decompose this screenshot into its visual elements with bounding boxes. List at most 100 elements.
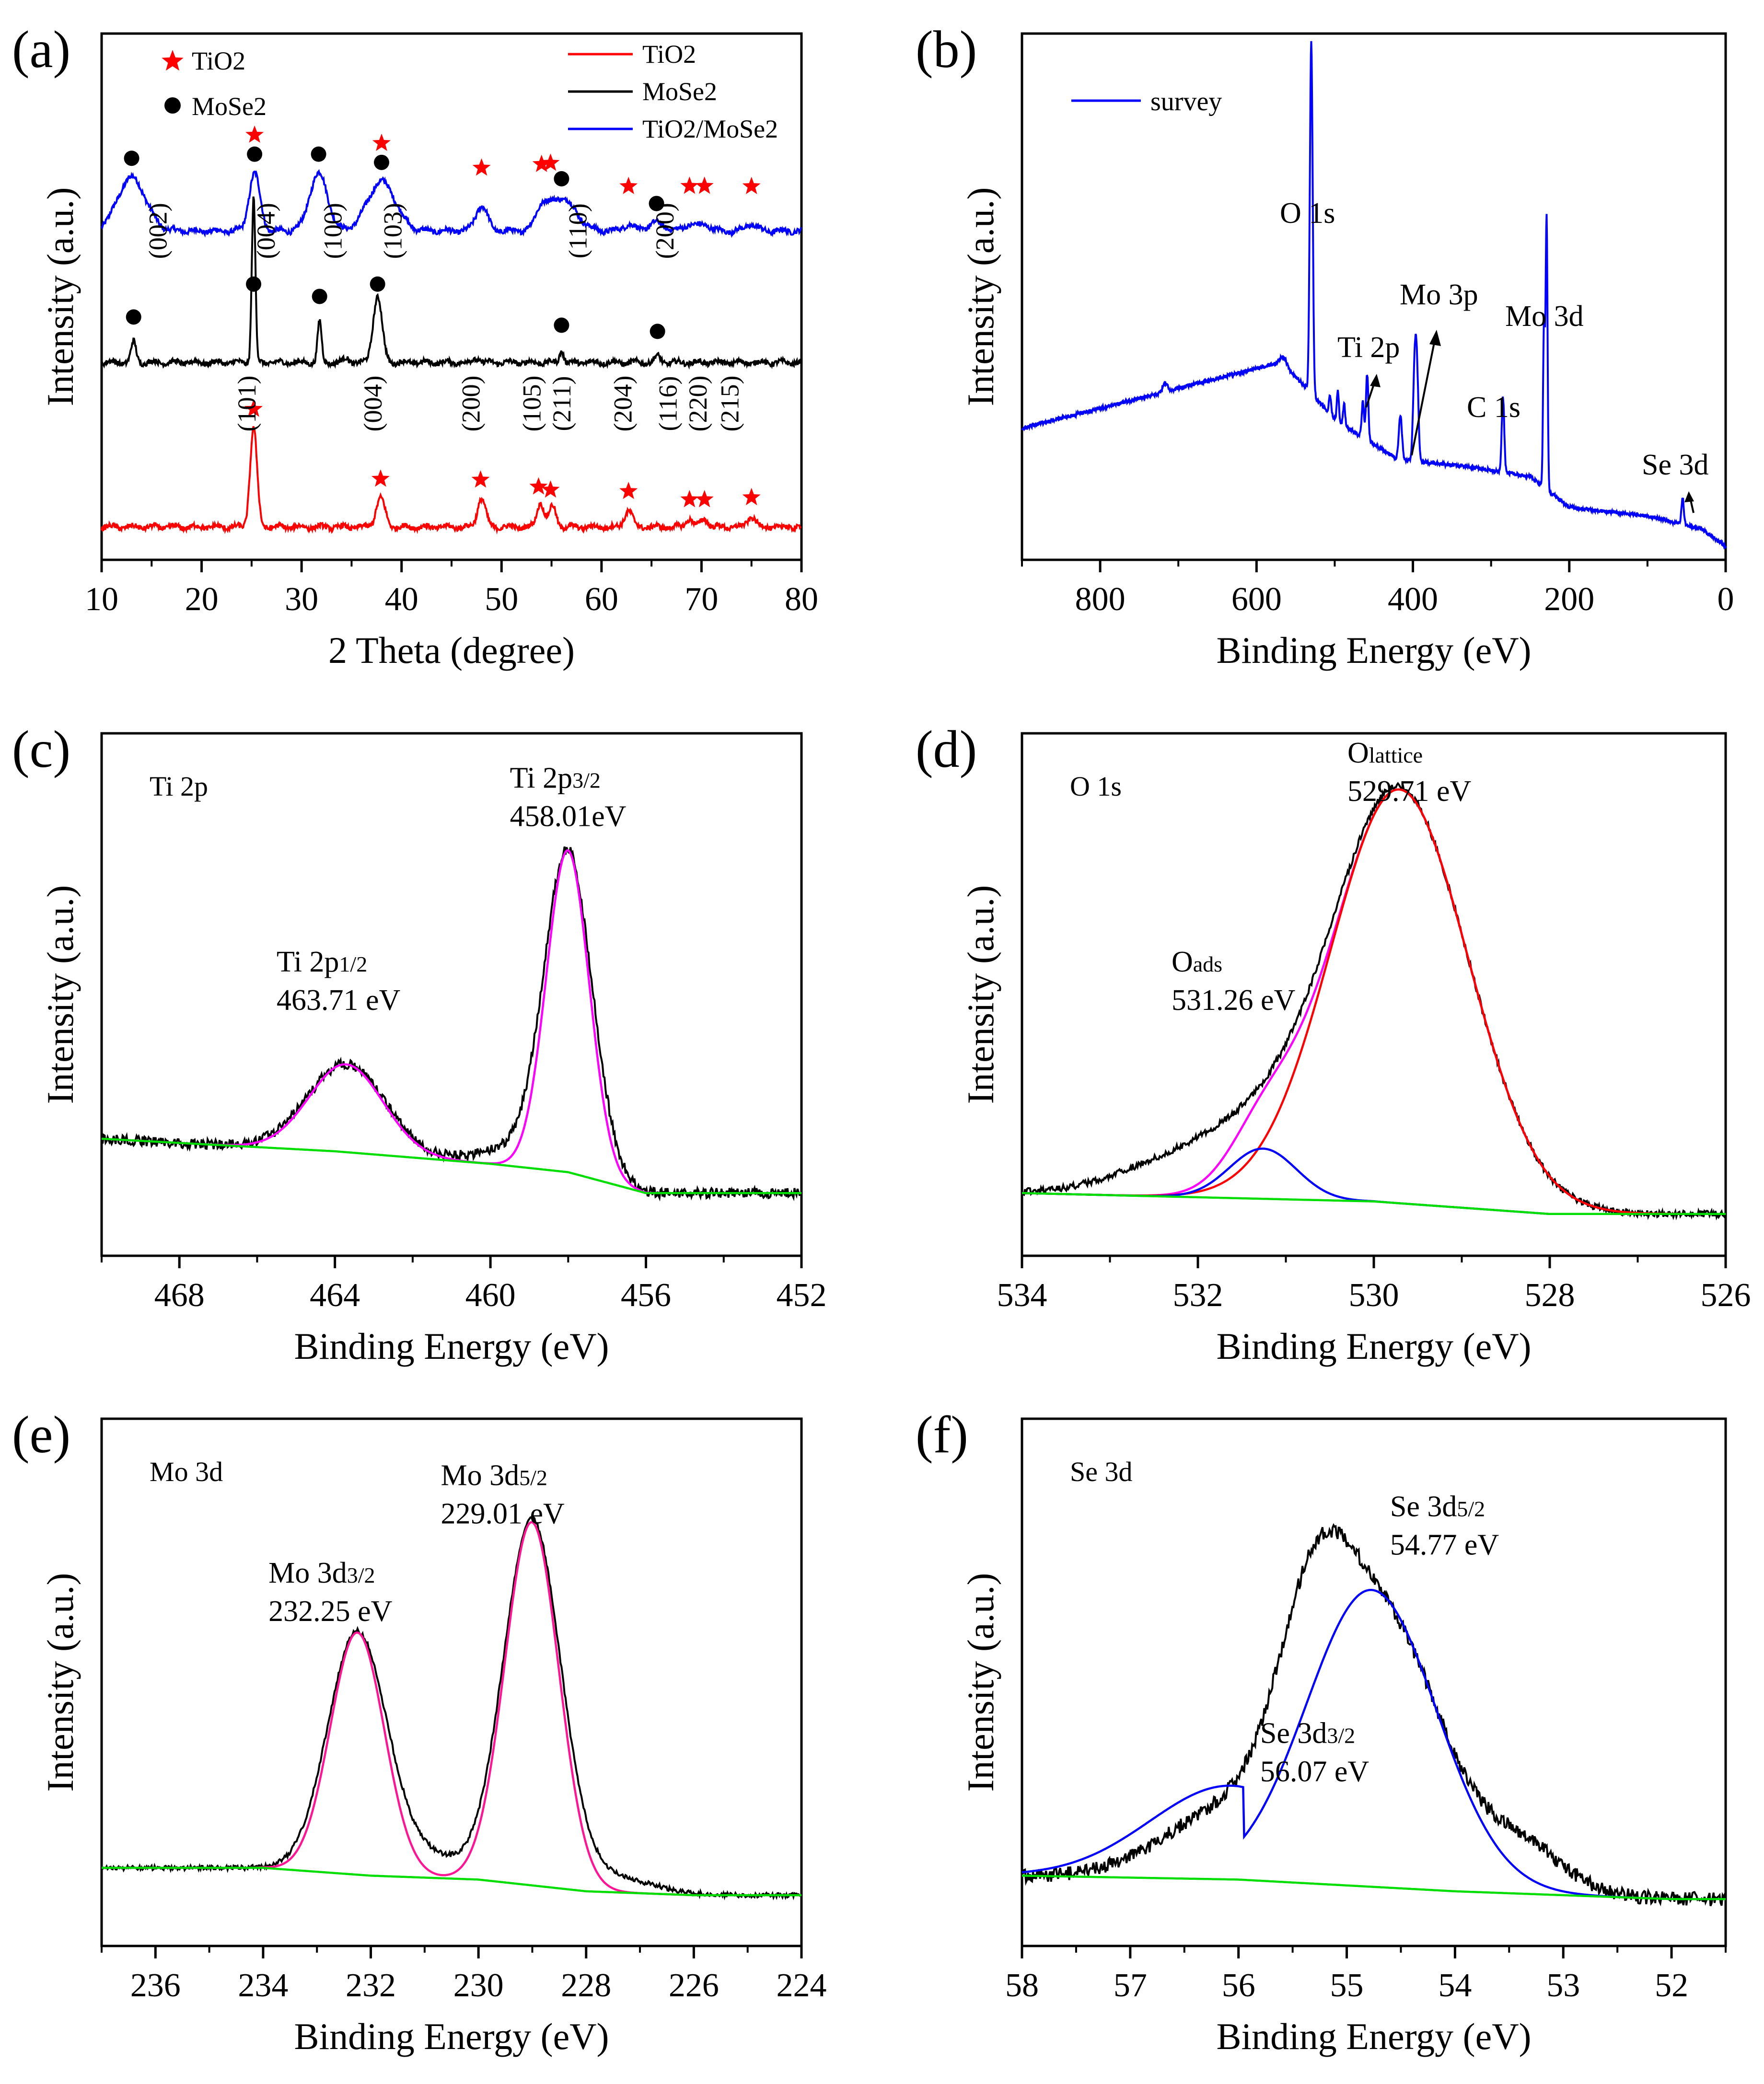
peak-label: O 1s [1280, 197, 1335, 230]
series-line-background [1022, 1192, 1726, 1216]
x-tick-label: 20 [185, 581, 219, 618]
x-tick-label: 70 [685, 581, 718, 618]
panel-label: (f) [916, 1405, 968, 1464]
x-tick-label: 460 [465, 1277, 516, 1314]
x-tick-label: 534 [997, 1277, 1047, 1314]
x-axis-label: Binding Energy (eV) [294, 1325, 609, 1367]
peak-label: Ti 2p [1337, 331, 1400, 364]
peak-label-value: 54.77 eV [1390, 1529, 1499, 1562]
series-line [101, 169, 802, 238]
circle-marker [126, 309, 141, 325]
panel-label: (d) [916, 720, 977, 778]
star-marker [619, 176, 638, 194]
panel-label: (e) [12, 1405, 70, 1464]
peak-label: Mo 3d5/2 [441, 1459, 547, 1492]
x-axis-label: 2 Theta (degree) [328, 629, 575, 671]
x-tick-label: 40 [385, 581, 418, 618]
panel-c-xps: 468 464 460 456 452 Binding Energy (eV) Intens… [12, 720, 827, 1367]
panel-b-survey: 800 600 400 200 0 Binding Energy (eV) Intensit… [916, 20, 1734, 671]
hkl-label: (101) [232, 376, 261, 432]
series-line-fit-envelope [1022, 788, 1726, 1216]
legend-label: TiO2 [192, 46, 245, 75]
x-tick-label: 50 [485, 581, 518, 618]
peak-label: Oads [1172, 946, 1222, 978]
plot-frame [100, 732, 803, 1257]
star-marker [532, 154, 551, 172]
legend-label: TiO2 [642, 40, 696, 69]
peak-label: Se 3d3/2 [1260, 1717, 1355, 1749]
spectrum-title: Mo 3d [150, 1456, 223, 1487]
panel-f-xps: 58 57 56 55 54 53 52 Binding Energy (eV) Intensi… [916, 1405, 1727, 2057]
star-marker [695, 490, 714, 508]
hkl-label: (100) [319, 203, 348, 259]
series-line-raw [101, 1515, 802, 1901]
x-tick-label: 464 [310, 1277, 360, 1314]
x-tick-label: 526 [1701, 1277, 1751, 1314]
series-line-fit [102, 1521, 801, 1897]
hkl-label: (110) [564, 203, 592, 258]
x-tick-label: 800 [1075, 581, 1126, 618]
peak-label: Mo 3d3/2 [268, 1557, 375, 1589]
circle-marker [554, 171, 569, 186]
peak-label-value: 458.01eV [510, 800, 627, 833]
arrow-head [1684, 491, 1694, 502]
hkl-label: (220) [684, 376, 712, 432]
series-line-fit-ads [1022, 1147, 1726, 1216]
y-axis-label: Intensity (a.u.) [960, 187, 1001, 406]
star-marker [162, 50, 184, 71]
peak-label: Olattice [1347, 737, 1423, 769]
star-marker [372, 133, 391, 151]
x-tick-label: 226 [669, 1967, 719, 2004]
circle-marker [370, 276, 385, 292]
series-line-raw [1021, 1523, 1727, 1907]
x-tick-label: 468 [154, 1277, 205, 1314]
x-tick-label: 234 [238, 1967, 288, 2004]
circle-marker [124, 151, 139, 166]
x-tick-label: 10 [85, 581, 118, 618]
star-marker [245, 125, 264, 143]
x-tick-label: 532 [1173, 1277, 1223, 1314]
panel-a-xrd: 10 20 30 40 50 60 70 80 2 Theta (degree) Intensit… [12, 20, 818, 671]
x-tick-label: 452 [777, 1277, 827, 1314]
star-marker [680, 176, 699, 194]
x-tick-label: 0 [1718, 581, 1734, 618]
x-tick-label: 54 [1438, 1967, 1472, 2004]
star-marker [541, 480, 560, 498]
circle-marker [312, 289, 327, 304]
x-axis-label: Binding Energy (eV) [1216, 629, 1531, 671]
panel-e-xps: 236 234 232 230 228 226 224 Binding Energy (eV)… [12, 1405, 827, 2057]
hkl-label: (211) [547, 376, 576, 431]
hkl-label: (200) [650, 203, 679, 259]
legend-label: MoSe2 [642, 77, 717, 106]
hkl-label: (004) [359, 376, 387, 432]
y-axis-label: Intensity (a.u.) [39, 1573, 81, 1792]
x-tick-label: 30 [285, 581, 318, 618]
star-marker [472, 158, 491, 176]
arrow [1411, 335, 1437, 456]
circle-marker [164, 97, 181, 114]
star-marker [680, 490, 699, 508]
x-tick-label: 58 [1005, 1967, 1039, 2004]
peak-label: Mo 3p [1400, 278, 1478, 311]
peak-label-value: 531.26 eV [1172, 984, 1296, 1017]
star-marker [529, 477, 548, 495]
star-marker [695, 176, 714, 194]
y-axis-label: Intensity (a.u.) [39, 885, 81, 1104]
arrow-head [1370, 374, 1381, 387]
x-tick-label: 55 [1330, 1967, 1364, 2004]
hkl-label: (105) [518, 376, 546, 432]
star-marker [619, 482, 638, 499]
hkl-label: (116) [653, 376, 682, 431]
x-tick-label: 530 [1349, 1277, 1399, 1314]
hkl-label: (103) [379, 203, 407, 259]
peak-label: Mo 3d [1505, 300, 1584, 333]
x-tick-label: 57 [1114, 1967, 1147, 2004]
hkl-label: (204) [608, 376, 637, 432]
peak-label: Ti 2p3/2 [510, 762, 601, 794]
circle-marker [650, 324, 665, 339]
series-line [101, 196, 802, 370]
hkl-label: (215) [716, 376, 744, 432]
series-line-raw [101, 846, 802, 1202]
legend-label: survey [1150, 87, 1222, 116]
